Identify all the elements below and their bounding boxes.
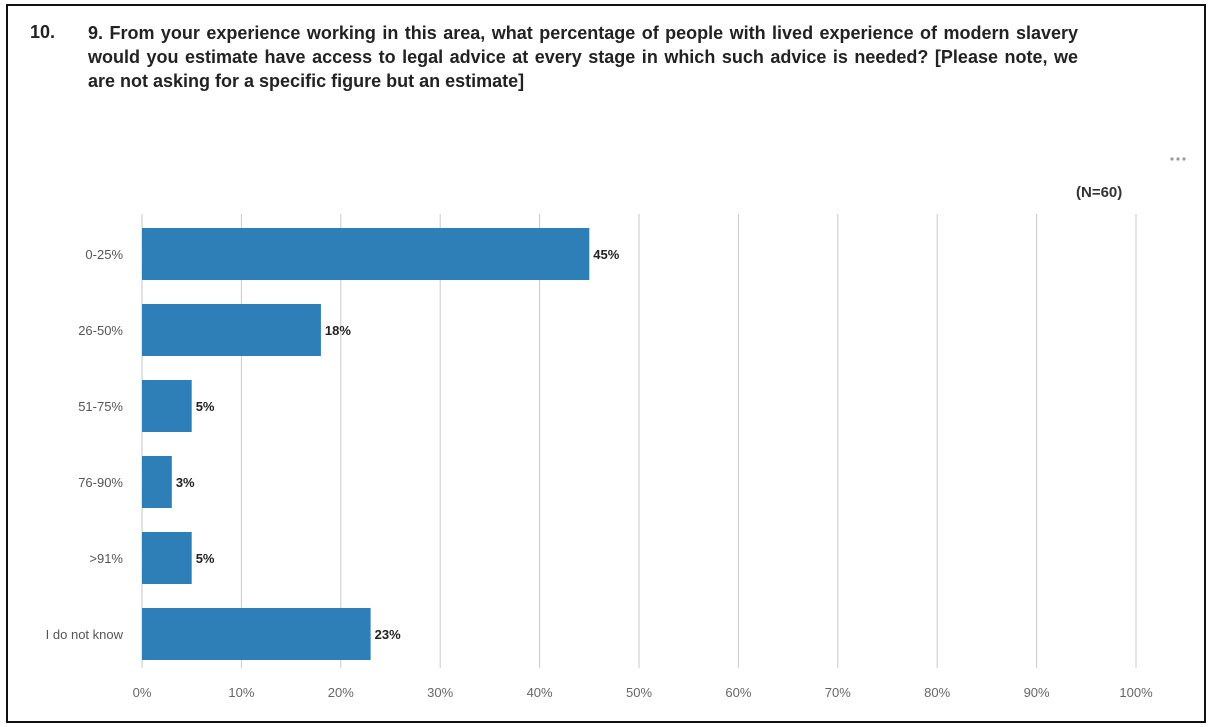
bar	[142, 608, 371, 660]
more-horizontal-icon[interactable]	[1164, 152, 1192, 166]
x-tick-label: 60%	[725, 685, 751, 700]
category-label: >91%	[89, 551, 123, 566]
bar	[142, 456, 172, 508]
bar	[142, 304, 321, 356]
x-tick-label: 10%	[228, 685, 254, 700]
value-label: 18%	[325, 323, 351, 338]
value-label: 23%	[375, 627, 401, 642]
value-label: 3%	[176, 475, 195, 490]
x-tick-label: 90%	[1024, 685, 1050, 700]
sample-size-label: (N=60)	[1076, 184, 1123, 201]
question-text: 9. From your experience working in this …	[88, 23, 1078, 91]
x-tick-label: 0%	[133, 685, 152, 700]
value-label: 45%	[593, 247, 619, 262]
question-number: 10.	[30, 22, 56, 42]
chart-panel	[6, 4, 1206, 723]
x-tick-label: 20%	[328, 685, 354, 700]
category-label: 51-75%	[78, 399, 123, 414]
value-label: 5%	[196, 551, 215, 566]
category-label: 76-90%	[78, 475, 123, 490]
category-label: 0-25%	[85, 247, 123, 262]
bar	[142, 380, 192, 432]
x-tick-label: 40%	[527, 685, 553, 700]
x-tick-label: 30%	[427, 685, 453, 700]
x-tick-label: 50%	[626, 685, 652, 700]
x-tick-label: 80%	[924, 685, 950, 700]
bar	[142, 532, 192, 584]
x-tick-label: 100%	[1119, 685, 1153, 700]
value-label: 5%	[196, 399, 215, 414]
category-label: 26-50%	[78, 323, 123, 338]
bar	[142, 228, 590, 280]
category-label: I do not know	[46, 627, 124, 642]
x-tick-label: 70%	[825, 685, 851, 700]
